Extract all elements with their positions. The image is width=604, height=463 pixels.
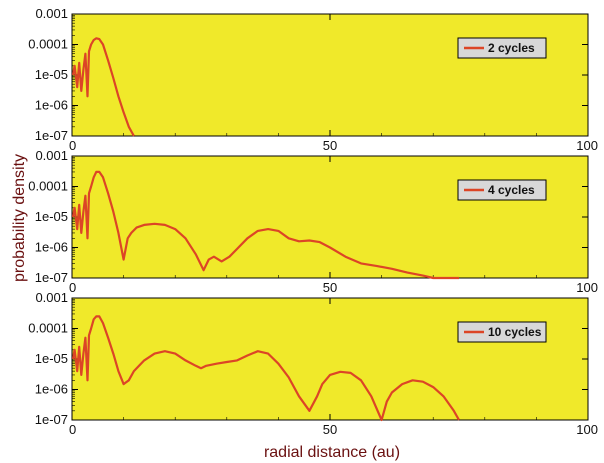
x-tick-label: 50	[323, 280, 337, 295]
legend: 2 cycles	[457, 37, 547, 59]
legend-box	[457, 37, 547, 59]
x-tick-label: 0	[69, 280, 76, 295]
y-tick-label: 1e-06	[35, 98, 68, 113]
y-tick-label: 1e-05	[35, 351, 68, 366]
x-tick-label: 100	[576, 138, 598, 153]
y-tick-label: 0.001	[35, 148, 68, 163]
y-tick-label: 0.0001	[28, 179, 68, 194]
legend: 4 cycles	[457, 179, 547, 201]
y-axis-label: probability density	[11, 154, 28, 282]
y-tick-label: 0.001	[35, 6, 68, 21]
y-tick-label: 1e-07	[35, 128, 68, 143]
y-tick-label: 1e-06	[35, 240, 68, 255]
y-tick-label: 0.001	[35, 290, 68, 305]
panel-2: 0.001 0.0001 1e-05 1e-06 1e-070 50 100 4 cycles	[28, 148, 598, 295]
x-tick-label: 100	[576, 422, 598, 437]
legend-box	[457, 179, 547, 201]
y-tick-label: 1e-07	[35, 270, 68, 285]
x-tick-label: 0	[69, 138, 76, 153]
y-tick-label: 1e-06	[35, 382, 68, 397]
y-tick-label: 0.0001	[28, 321, 68, 336]
x-tick-label: 50	[323, 138, 337, 153]
legend-label: 4 cycles	[488, 183, 535, 197]
legend-label: 10 cycles	[488, 325, 542, 339]
legend-label: 2 cycles	[488, 41, 535, 55]
panel-3: 0.001 0.0001 1e-05 1e-06 1e-070 50 100 10 cycle…	[28, 290, 598, 437]
plot-area	[71, 155, 589, 279]
y-tick-label: 0.0001	[28, 37, 68, 52]
plot-area	[71, 297, 589, 421]
legend: 10 cycles	[457, 321, 547, 343]
legend-box	[457, 321, 547, 343]
series-line	[71, 170, 459, 280]
y-tick-label: 1e-05	[35, 67, 68, 82]
x-tick-label: 50	[323, 422, 337, 437]
x-axis-label: radial distance (au)	[264, 444, 400, 461]
series-line	[71, 37, 135, 137]
x-tick-label: 0	[69, 422, 76, 437]
x-tick-label: 100	[576, 280, 598, 295]
series-line	[71, 315, 460, 422]
plot-area	[71, 13, 589, 137]
y-tick-label: 1e-05	[35, 209, 68, 224]
y-tick-label: 1e-07	[35, 412, 68, 427]
panel-1: 0.001 0.0001 1e-05 1e-06 1e-070 50 100 2 cycles	[28, 6, 598, 153]
